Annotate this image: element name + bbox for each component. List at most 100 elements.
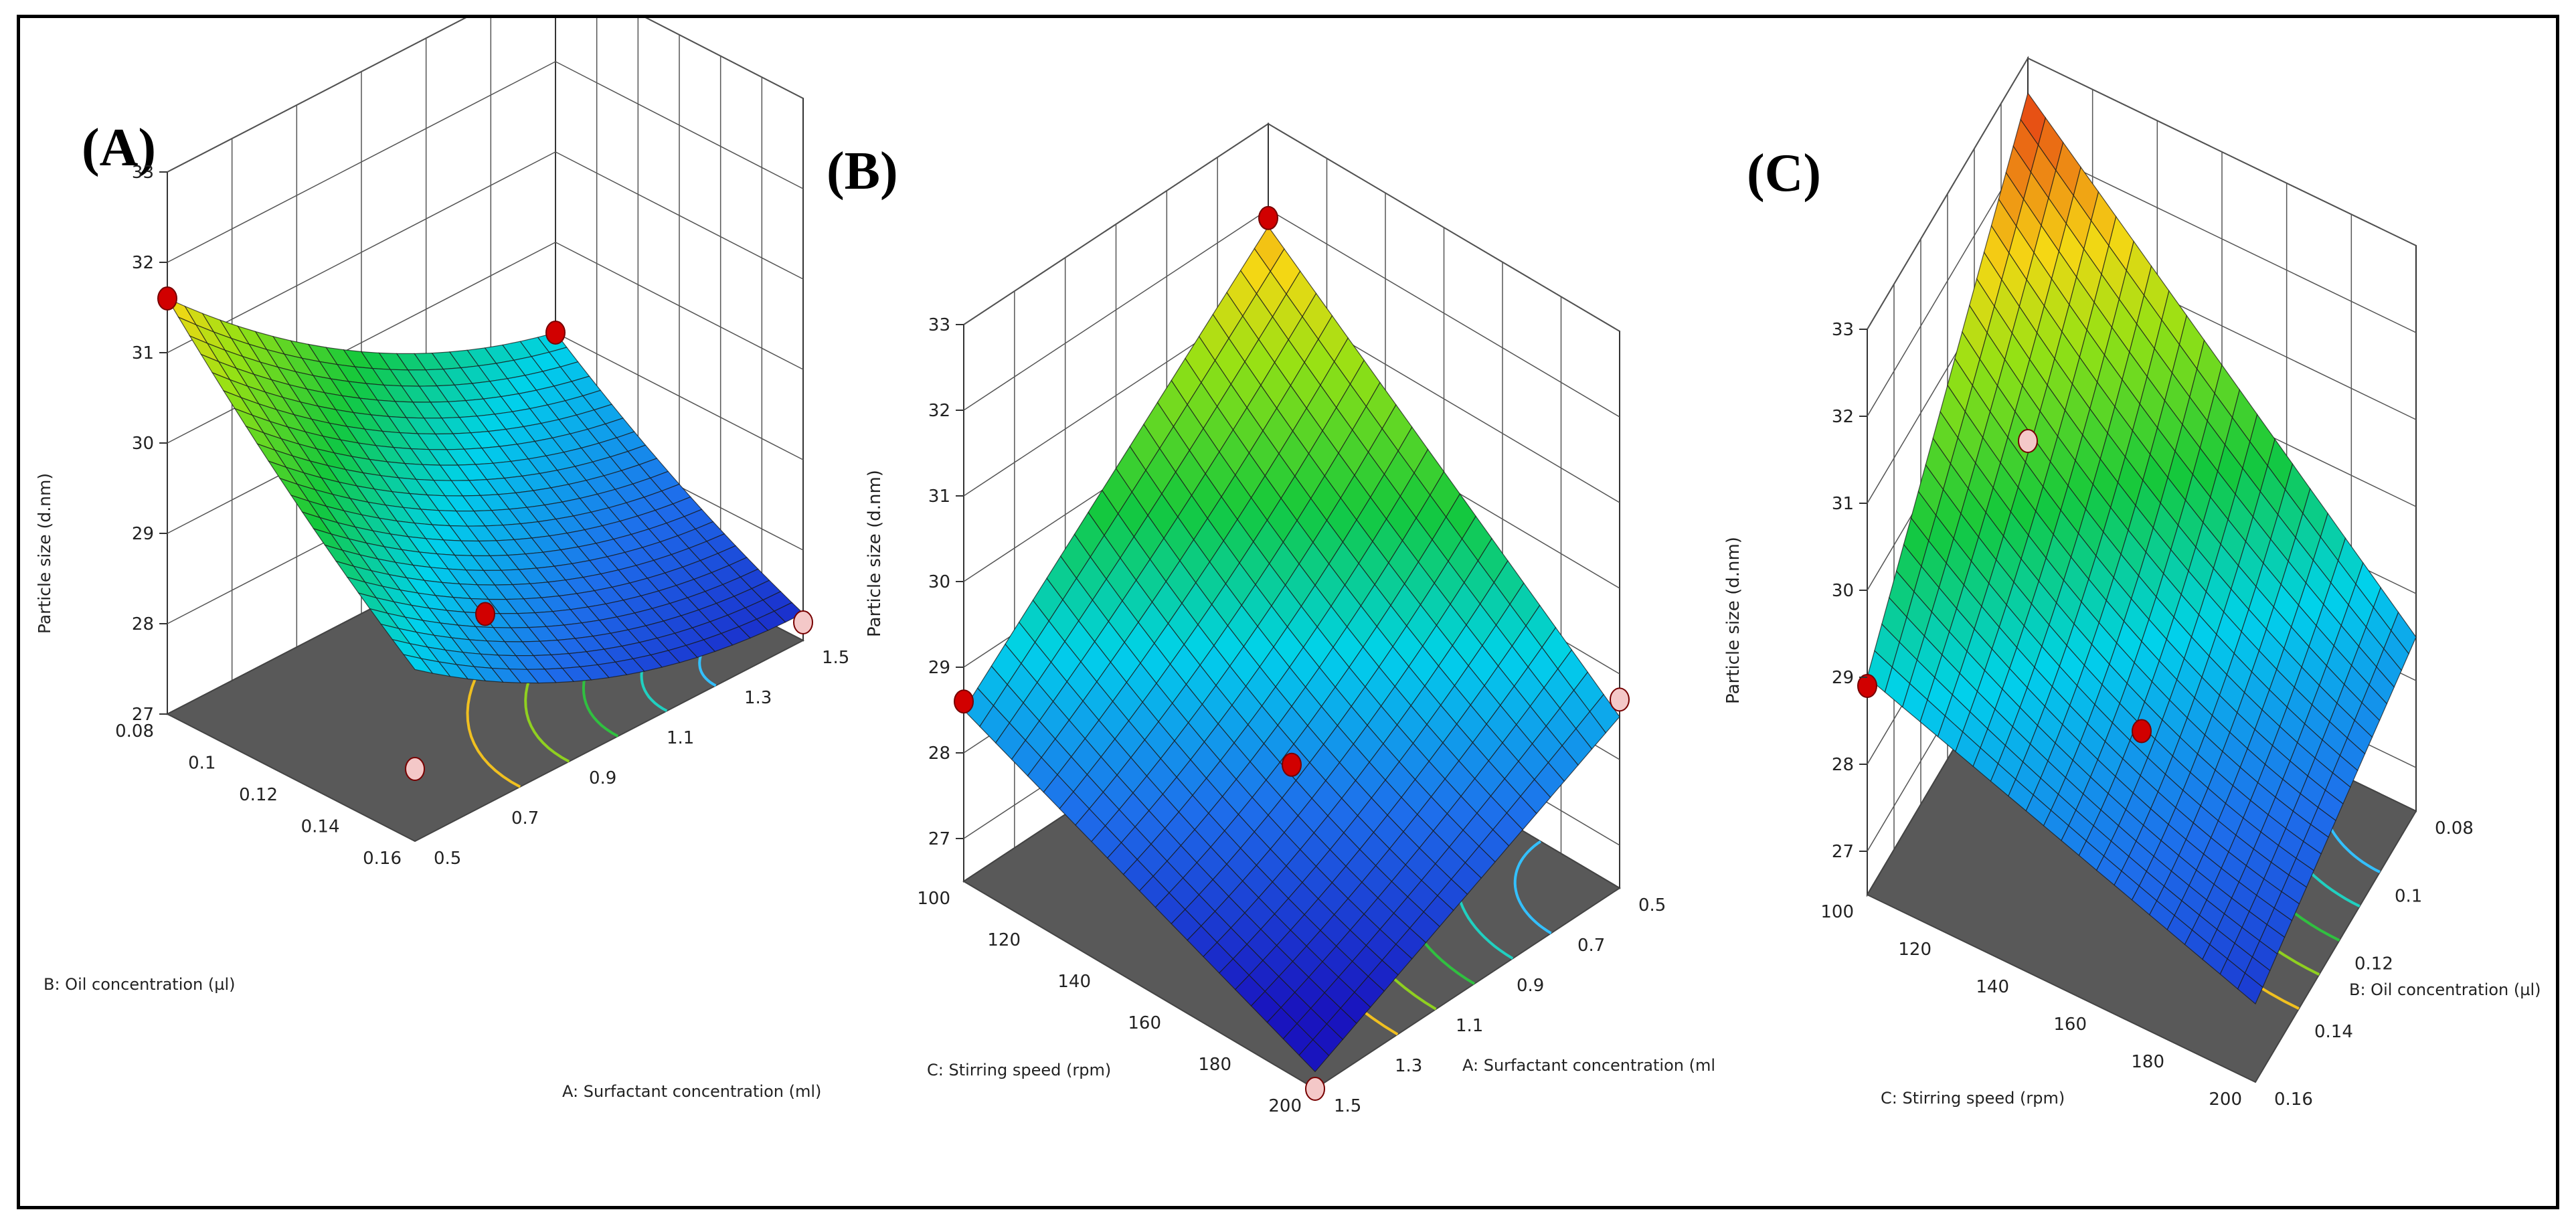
panel-b-z-axis-label: Particle size (d.nm) [865,470,885,637]
panel-a-x-ticks: 0.5 0.7 0.9 1.1 1.3 1.5 [434,648,849,869]
panel-c-z-ticks: 27 28 29 30 31 32 33 [1832,320,1867,862]
z-tick-label: 32 [928,401,950,421]
design-point [793,610,813,634]
surface-cell [597,661,628,679]
z-tick-label: 33 [1832,320,1854,340]
panel-c-letter: (C) [1747,144,1821,203]
x-tick-label: 0.1 [2395,886,2422,906]
contour-line [1513,840,1552,935]
x-tick-label: 1.1 [1456,1016,1483,1036]
panel-a-z-axis-label: Particle size (d.nm) [35,473,54,634]
y-tick-label: 0.12 [239,785,278,805]
panel-a-response-surface [166,297,804,684]
x-tick-label: 0.14 [2314,1022,2353,1042]
y-tick-label: 120 [987,930,1021,950]
panel-b-x-ticks: 1.5 1.3 1.1 0.9 0.7 0.5 [1334,895,1666,1116]
x-tick-label: 0.9 [589,768,616,788]
design-point [1258,205,1278,230]
x-tick-label: 0.08 [2435,818,2474,839]
panel-a-letter: (A) [82,118,156,177]
y-tick-label: 120 [1898,940,1931,960]
panel-c-y-axis-label: C: Stirring speed (rpm) [1881,1089,2065,1108]
y-tick-label: 160 [2053,1015,2087,1035]
figure-frame: (A) 27 28 29 30 31 32 33 0.5 0.7 0.9 1.1 1.3 1.5 0.… [17,0,2559,1209]
panel-b-letter: (B) [827,142,898,201]
z-tick-label: 29 [132,524,154,544]
design-point [1610,687,1630,712]
z-tick-label: 31 [132,343,154,363]
y-tick-label: 0.1 [188,754,216,774]
y-tick-label: 0.08 [115,721,154,741]
panel-b: (B) 27 28 29 30 31 32 33 1.5 1.3 1.1 0.9 0.7 0.5 10… [827,122,1715,1116]
design-point [1857,674,1877,698]
y-tick-label: 100 [917,889,950,909]
panel-b-design-points [954,205,1630,1101]
panel-a-x-axis-label: A: Surfactant concentration (ml) [562,1082,821,1101]
y-tick-label: 200 [1268,1096,1302,1116]
y-tick-label: 140 [1976,977,2009,997]
design-point [2018,429,2038,453]
figure-canvas: (A) 27 28 29 30 31 32 33 0.5 0.7 0.9 1.1 1.3 1.5 0.… [35,0,2541,1116]
panel-a-z-ticks: 27 28 29 30 31 32 33 [132,163,167,725]
y-tick-label: 180 [1198,1055,1231,1075]
z-tick-label: 32 [132,253,154,273]
x-tick-label: 1.5 [1334,1096,1361,1116]
panel-c-response-surface [1867,92,2417,1004]
z-tick-label: 27 [928,829,950,849]
design-point [2132,719,2152,744]
x-tick-label: 0.7 [1577,936,1605,956]
panel-b-y-ticks: 100 120 140 160 180 200 [917,889,1302,1116]
design-point [954,689,974,714]
z-tick-label: 31 [928,487,950,507]
z-tick-label: 28 [132,614,154,634]
z-tick-label: 28 [1832,755,1854,775]
y-tick-label: 0.14 [301,817,340,837]
design-point [1305,1077,1325,1101]
z-tick-label: 29 [1832,668,1854,688]
z-tick-label: 30 [132,434,154,454]
surface-cell [1450,862,1482,895]
z-tick-label: 30 [928,572,950,592]
z-tick-label: 33 [132,163,154,183]
y-tick-label: 0.16 [363,849,402,869]
z-tick-label: 27 [1832,842,1854,862]
panel-b-z-ticks: 27 28 29 30 31 32 33 [928,315,964,849]
surface-cell [2317,789,2344,821]
panel-c-x-axis-label: B: Oil concentration (µl) [2349,980,2541,999]
x-tick-label: 0.12 [2354,954,2393,974]
panel-a-design-points [157,286,813,781]
x-tick-label: 0.5 [434,849,461,869]
design-point [405,757,425,781]
x-tick-label: 0.7 [511,808,539,828]
z-tick-label: 27 [132,705,154,725]
panel-c-y-ticks: 100 120 140 160 180 200 [1820,902,2242,1110]
x-tick-label: 0.16 [2274,1089,2313,1110]
x-tick-label: 0.5 [1638,895,1666,915]
x-tick-label: 1.3 [744,688,772,708]
z-tick-label: 28 [928,744,950,764]
z-tick-label: 30 [1832,581,1854,601]
y-tick-label: 100 [1820,902,1854,922]
design-point [157,286,177,311]
y-tick-label: 140 [1057,972,1091,992]
panel-c: (C) 27 28 29 30 31 32 33 0.16 0.14 0.12 0.1 0.08 1… [1723,56,2541,1110]
panel-a-y-axis-label: B: Oil concentration (µl) [44,975,236,994]
x-tick-label: 1.1 [667,728,694,748]
panel-c-design-points [1857,429,2152,744]
panel-a-y-ticks: 0.08 0.1 0.12 0.14 0.16 [115,721,402,869]
z-tick-label: 33 [928,315,950,335]
panel-b-y-axis-label: C: Stirring speed (rpm) [927,1061,1111,1079]
panel-c-z-axis-label: Particle size (d.nm) [1723,537,1743,704]
design-point [545,321,566,345]
y-tick-label: 200 [2209,1089,2242,1110]
panel-a: (A) 27 28 29 30 31 32 33 0.5 0.7 0.9 1.1 1.3 1.5 0.… [35,0,849,1101]
z-tick-label: 29 [928,658,950,678]
x-tick-label: 0.9 [1517,976,1544,996]
z-tick-label: 32 [1832,407,1854,427]
panel-b-response-surface [963,226,1620,1073]
y-tick-label: 160 [1128,1013,1161,1033]
y-tick-label: 180 [2131,1052,2164,1072]
design-point [475,602,495,626]
x-tick-label: 1.3 [1395,1056,1422,1076]
design-point [1282,752,1302,777]
